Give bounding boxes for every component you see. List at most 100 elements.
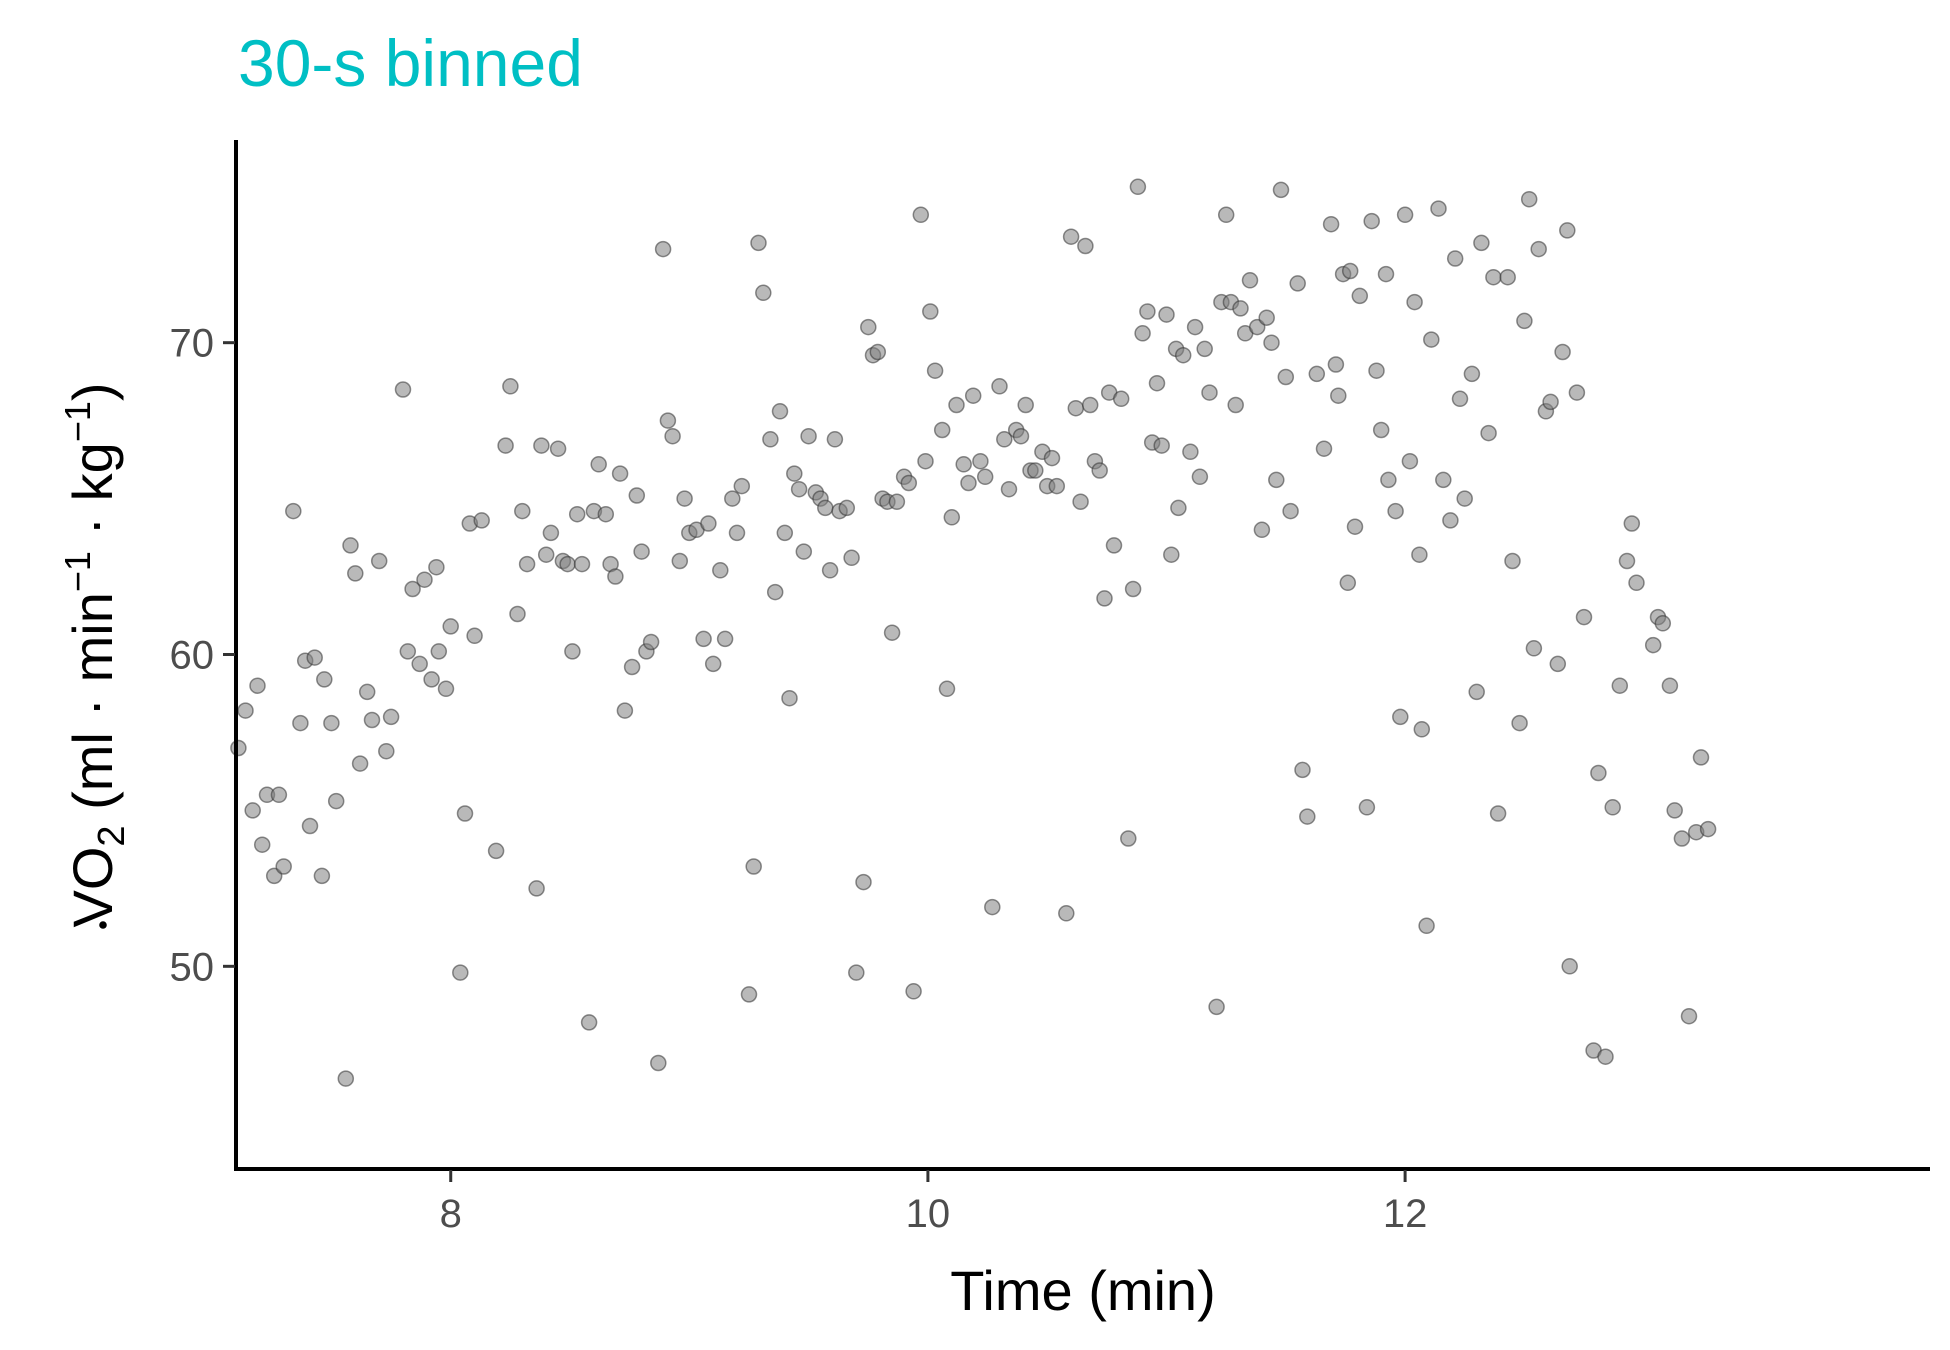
data-point [1597, 1048, 1614, 1065]
data-point [399, 643, 417, 660]
data-point [766, 583, 784, 601]
data-point [487, 842, 505, 860]
data-point [1442, 512, 1459, 529]
data-point [1618, 552, 1636, 570]
data-point [1058, 905, 1075, 922]
data-point [1232, 300, 1249, 317]
x-tick-label: 8 [440, 1192, 462, 1236]
data-point [597, 505, 615, 523]
data-point [1048, 477, 1066, 495]
data-point [244, 802, 261, 819]
data-point [1628, 574, 1645, 592]
data-point [1153, 437, 1170, 454]
data-point [786, 465, 803, 482]
data-point [230, 739, 247, 757]
y-tick-label: 60 [170, 634, 215, 678]
data-point [800, 427, 817, 445]
data-point [564, 643, 581, 660]
data-point [323, 714, 340, 732]
data-point [781, 689, 798, 707]
data-point [292, 714, 309, 732]
data-point [327, 792, 345, 810]
data-point [676, 490, 693, 507]
y-axis-title: VO2 (ml · min−1 · kg−1) [57, 382, 133, 927]
data-point [316, 671, 333, 688]
data-point [1604, 799, 1621, 816]
data-point [762, 431, 779, 448]
data-point [1559, 222, 1576, 239]
data-point [817, 499, 834, 517]
data-point [437, 680, 455, 698]
data-point [1561, 958, 1578, 975]
data-point [1186, 318, 1204, 336]
data-point [1380, 471, 1397, 489]
data-point [1091, 462, 1108, 479]
data-point [1096, 590, 1113, 607]
data-point [1575, 608, 1593, 626]
data-point [1062, 228, 1080, 245]
data-point [633, 543, 650, 560]
data-point [452, 964, 469, 981]
data-point [1258, 309, 1275, 326]
y-axis-title-min-exp: −1 [57, 551, 98, 592]
data-point [514, 502, 531, 520]
y-axis-title-v-dot [99, 921, 107, 929]
data-point [869, 343, 887, 361]
data-point [590, 456, 607, 473]
y-axis-title-v: V [61, 890, 124, 928]
data-point [382, 708, 400, 726]
data-point [1673, 830, 1691, 847]
y-axis-title-kg-exp: −1 [57, 401, 98, 442]
data-point [712, 562, 729, 579]
data-point [716, 630, 734, 648]
data-point [1017, 396, 1034, 414]
data-point [1208, 998, 1225, 1016]
data-point [1413, 721, 1431, 738]
data-point [1435, 471, 1452, 489]
data-point [860, 318, 877, 336]
data-point [960, 474, 977, 492]
data-point [1282, 502, 1299, 520]
data-point [1315, 440, 1333, 457]
data-point [654, 240, 672, 258]
data-point [628, 487, 646, 504]
data-point [976, 468, 994, 486]
data-point [342, 537, 359, 554]
data-point [1124, 580, 1142, 598]
data-point [568, 505, 586, 523]
data-point [1227, 396, 1244, 414]
data-point [1263, 334, 1280, 351]
data-point [964, 387, 982, 404]
y-axis-title-ml: ml [61, 732, 124, 791]
data-point [996, 431, 1013, 448]
data-point [1134, 325, 1151, 342]
data-point [922, 303, 939, 320]
data-point [537, 546, 555, 563]
data-point [411, 655, 428, 673]
data-point [1654, 615, 1672, 632]
data-point [363, 711, 381, 729]
data-point [1191, 468, 1209, 486]
data-point [776, 524, 794, 542]
data-point [378, 742, 395, 760]
data-point [1253, 521, 1271, 539]
data-point [1423, 331, 1440, 348]
data-point [955, 456, 972, 473]
data-point [848, 964, 865, 981]
data-point [1294, 761, 1311, 779]
data-point [456, 805, 474, 822]
data-point [943, 509, 961, 526]
data-point [1327, 356, 1345, 373]
data-point [1368, 362, 1385, 379]
data-point [1699, 820, 1717, 838]
data-point [423, 671, 440, 688]
data-point [301, 817, 319, 835]
data-point [1277, 368, 1295, 386]
data-point [1387, 502, 1404, 520]
data-point [1182, 443, 1199, 461]
data-point [611, 465, 629, 482]
data-point [1530, 240, 1547, 258]
y-axis-ticks: 50 60 70 [170, 322, 235, 989]
y-axis-title-o-sub: 2 [91, 825, 133, 846]
data-point [502, 378, 519, 395]
